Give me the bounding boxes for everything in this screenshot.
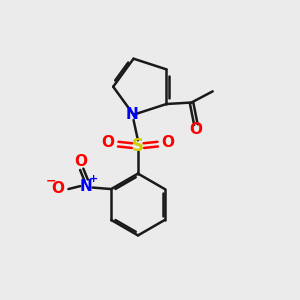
Text: N: N xyxy=(80,178,92,194)
Text: O: O xyxy=(101,135,114,150)
Text: +: + xyxy=(89,174,98,184)
Text: −: − xyxy=(46,174,56,187)
Text: N: N xyxy=(126,107,138,122)
Text: O: O xyxy=(161,135,175,150)
Text: S: S xyxy=(132,136,144,154)
Text: O: O xyxy=(75,154,88,169)
Text: O: O xyxy=(51,181,64,196)
Text: O: O xyxy=(189,122,203,137)
